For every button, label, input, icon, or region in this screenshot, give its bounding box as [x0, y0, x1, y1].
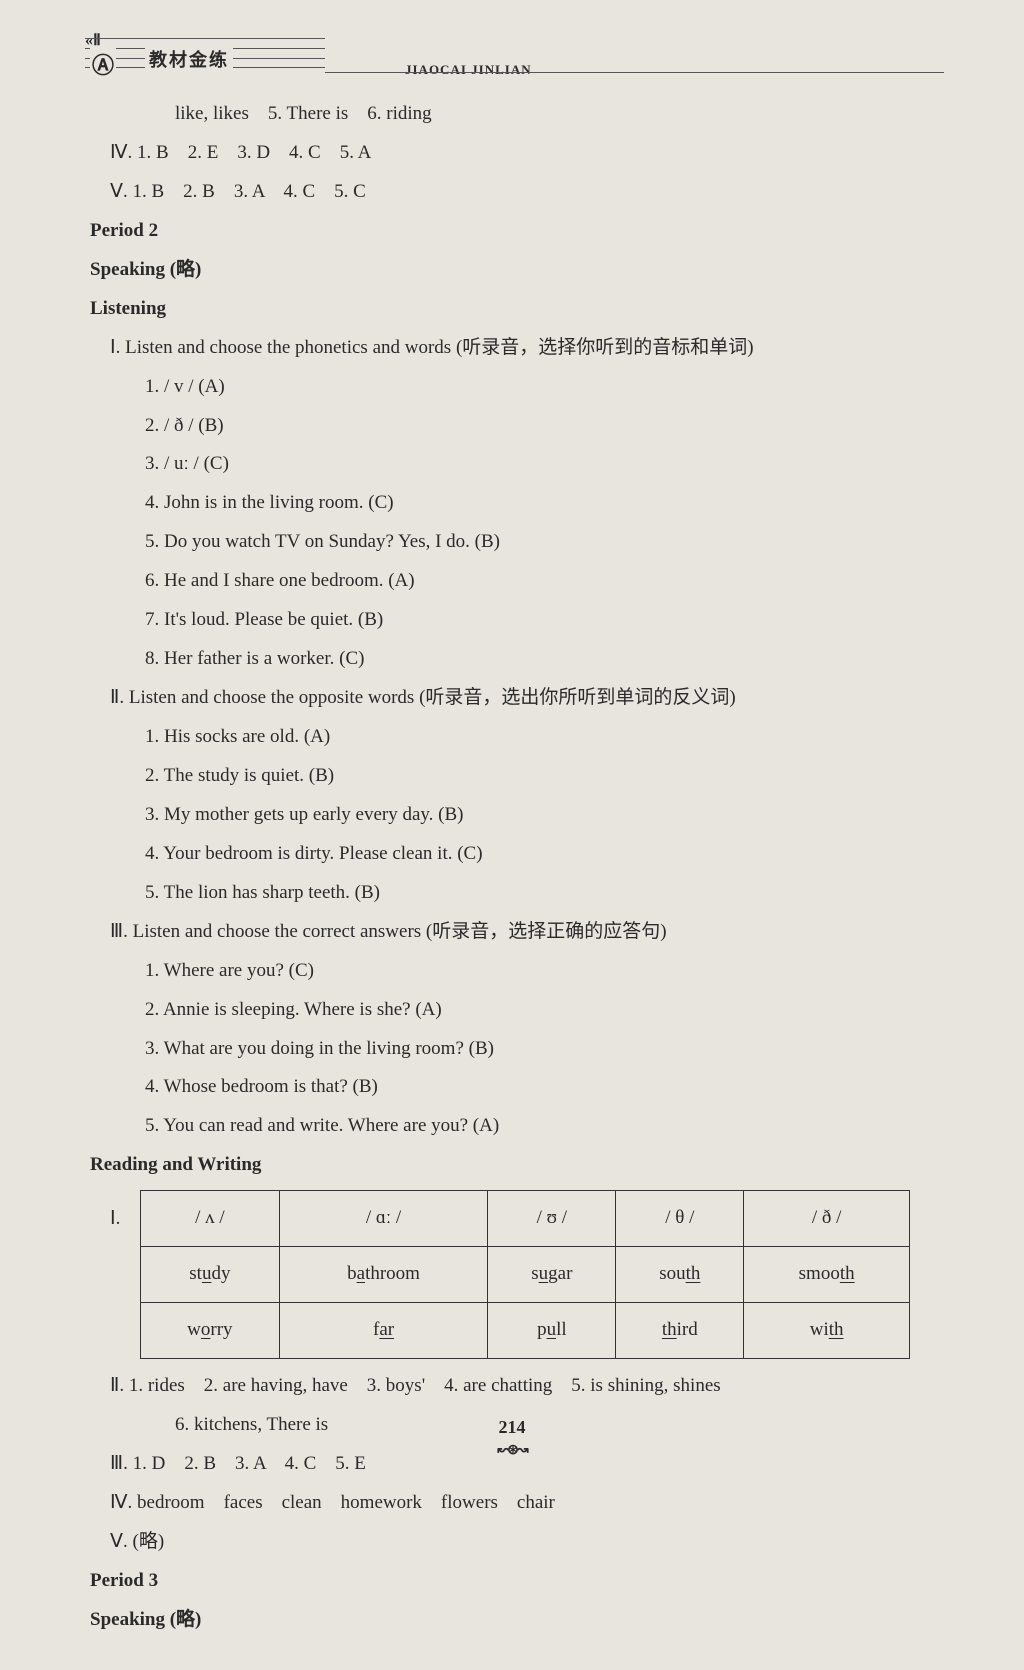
period-3-speaking: Speaking (略): [85, 1601, 944, 1640]
reading-writing-title: Reading and Writing: [85, 1146, 944, 1185]
table-header-cell: / ʊ /: [488, 1191, 616, 1247]
table-header-cell: / ʌ /: [141, 1191, 280, 1247]
section-3-item-4: 4. Whose bedroom is that? (B): [85, 1068, 944, 1107]
content-body: like, likes 5. There is 6. riding Ⅳ. 1. …: [85, 95, 944, 1640]
top-line-3: Ⅴ. 1. B 2. B 3. A 4. C 5. C: [85, 173, 944, 212]
section-3-item-1: 1. Where are you? (C): [85, 952, 944, 991]
section-2-item-1: 1. His socks are old. (A): [85, 718, 944, 757]
section-1-item-2: 2. / ð / (B): [85, 407, 944, 446]
section-2-item-4: 4. Your bedroom is dirty. Please clean i…: [85, 835, 944, 874]
top-line-2: Ⅳ. 1. B 2. E 3. D 4. C 5. A: [85, 134, 944, 173]
section-1-item-3: 3. / uː / (C): [85, 445, 944, 484]
section-2-item-3: 3. My mother gets up early every day. (B…: [85, 796, 944, 835]
phonetics-table: / ʌ / / ɑː / / ʊ / / θ / / ð / studybath…: [140, 1190, 910, 1359]
period-2-listening: Listening: [85, 290, 944, 329]
table-row: studybathroomsugarsouthsmooth: [141, 1247, 910, 1303]
top-line-1: like, likes 5. There is 6. riding: [85, 95, 944, 134]
after-line-3: Ⅳ. bedroom faces clean homework flowers …: [85, 1484, 944, 1523]
section-1-item-4: 4. John is in the living room. (C): [85, 484, 944, 523]
period-3-title: Period 3: [85, 1562, 944, 1601]
section-1-item-8: 8. Her father is a worker. (C): [85, 640, 944, 679]
table-header-cell: / ð /: [744, 1191, 910, 1247]
header-title-en: JIAOCAI JINLIAN: [405, 62, 532, 78]
page-num-decoration: ↜⊛↝: [497, 1443, 526, 1458]
section-1-head: Ⅰ. Listen and choose the phonetics and w…: [85, 329, 944, 368]
section-2-item-5: 5. The lion has sharp teeth. (B): [85, 874, 944, 913]
after-line-1: Ⅱ. 1. rides 2. are having, have 3. boys'…: [85, 1367, 944, 1406]
period-2-title: Period 2: [85, 212, 944, 251]
table-cell: south: [616, 1247, 744, 1303]
page-header: «Ⅱ Ⓐ 教材金练 JIAOCAI JINLIAN: [85, 30, 944, 80]
section-3-item-5: 5. You can read and write. Where are you…: [85, 1107, 944, 1146]
header-title-cn: 教材金练: [145, 46, 233, 72]
section-3-item-3: 3. What are you doing in the living room…: [85, 1030, 944, 1069]
section-1-item-7: 7. It's loud. Please be quiet. (B): [85, 601, 944, 640]
section-3-head: Ⅲ. Listen and choose the correct answers…: [85, 913, 944, 952]
table-row: worryfarpullthirdwith: [141, 1303, 910, 1359]
section-1-item-1: 1. / v / (A): [85, 368, 944, 407]
section-1-item-6: 6. He and I share one bedroom. (A): [85, 562, 944, 601]
period-2-speaking: Speaking (略): [85, 251, 944, 290]
header-divider: [325, 72, 944, 73]
table-cell: sugar: [488, 1247, 616, 1303]
section-2-head: Ⅱ. Listen and choose the opposite words …: [85, 679, 944, 718]
section-3-item-2: 2. Annie is sleeping. Where is she? (A): [85, 991, 944, 1030]
table-cell: pull: [488, 1303, 616, 1359]
table-cell: worry: [141, 1303, 280, 1359]
header-badge: Ⓐ: [90, 48, 116, 80]
phonetics-table-section: Ⅰ. / ʌ / / ɑː / / ʊ / / θ / / ð / studyb…: [85, 1190, 944, 1359]
section-2-item-2: 2. The study is quiet. (B): [85, 757, 944, 796]
table-cell: far: [279, 1303, 488, 1359]
table-label: Ⅰ.: [85, 1190, 140, 1239]
table-cell: bathroom: [279, 1247, 488, 1303]
table-header-row: / ʌ / / ɑː / / ʊ / / θ / / ð /: [141, 1191, 910, 1247]
table-cell: third: [616, 1303, 744, 1359]
page-number: 214 ↜⊛↝: [0, 1417, 1024, 1459]
section-1-item-5: 5. Do you watch TV on Sunday? Yes, I do.…: [85, 523, 944, 562]
table-header-cell: / θ /: [616, 1191, 744, 1247]
after-line-4: Ⅴ. (略): [85, 1523, 944, 1562]
table-cell: study: [141, 1247, 280, 1303]
table-cell: smooth: [744, 1247, 910, 1303]
table-cell: with: [744, 1303, 910, 1359]
table-header-cell: / ɑː /: [279, 1191, 488, 1247]
